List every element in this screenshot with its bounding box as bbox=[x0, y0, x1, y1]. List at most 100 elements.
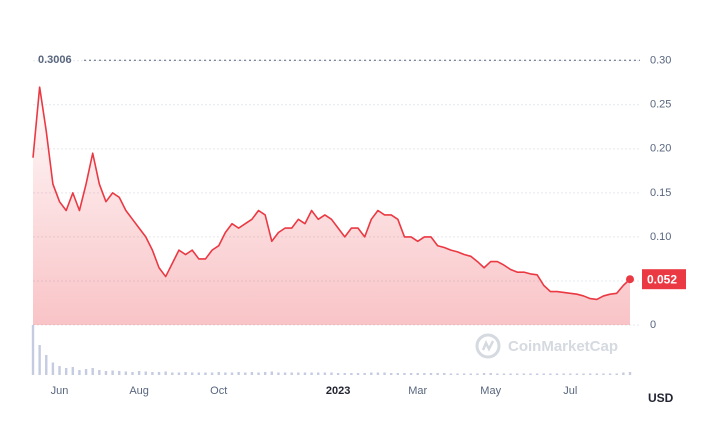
volume-bar bbox=[31, 325, 35, 375]
volume-bar bbox=[244, 372, 247, 375]
y-tick-label: 0 bbox=[650, 319, 656, 331]
volume-bar bbox=[58, 366, 61, 375]
volume-bar bbox=[575, 373, 579, 375]
watermark: CoinMarketCap bbox=[508, 338, 618, 355]
volume-bar bbox=[336, 373, 340, 375]
volume-bar bbox=[396, 373, 400, 375]
volume-bar bbox=[409, 373, 413, 375]
volume-bar bbox=[489, 373, 492, 375]
volume-bar bbox=[370, 372, 373, 375]
y-tick-label: 0.10 bbox=[650, 231, 671, 243]
volume-bar bbox=[376, 372, 380, 375]
volume-bar bbox=[210, 372, 214, 375]
volume-bar bbox=[303, 372, 307, 375]
volume-bar bbox=[217, 372, 220, 375]
volume-bar bbox=[496, 373, 499, 375]
volume-bar bbox=[111, 370, 114, 375]
volume-bar bbox=[45, 355, 48, 375]
volume-bar bbox=[443, 373, 446, 375]
volume-bar bbox=[124, 371, 128, 375]
x-tick-label: 2023 bbox=[326, 385, 350, 397]
volume-bar bbox=[191, 372, 194, 375]
volume-bar bbox=[317, 372, 320, 375]
area bbox=[33, 87, 630, 325]
volume-bar bbox=[383, 372, 386, 375]
volume-bar bbox=[250, 372, 254, 375]
x-tick-label: Oct bbox=[210, 385, 227, 397]
volume-bar bbox=[589, 373, 592, 375]
volume-bar bbox=[230, 372, 234, 375]
volume-bar bbox=[628, 372, 632, 375]
volume-bar bbox=[562, 373, 565, 375]
volume-bar bbox=[416, 373, 419, 375]
price-line bbox=[32, 86, 631, 301]
volume-bar bbox=[104, 371, 108, 375]
volume-bar bbox=[184, 372, 187, 375]
volume-bar bbox=[582, 373, 585, 375]
volume-bar bbox=[549, 373, 552, 375]
x-tick-label: Jul bbox=[563, 385, 577, 397]
volume-bar bbox=[449, 373, 453, 375]
volume-bar bbox=[390, 373, 393, 375]
x-tick-label: Aug bbox=[129, 385, 149, 397]
reference-label: 0.3006 bbox=[38, 54, 72, 66]
y-tick-label: 0.30 bbox=[650, 55, 671, 67]
volume-bar bbox=[78, 370, 81, 375]
volume-bar bbox=[297, 372, 300, 375]
volume-bar bbox=[462, 373, 466, 375]
volume-bar bbox=[144, 371, 147, 375]
volume-bar bbox=[263, 372, 267, 375]
volume-bar bbox=[516, 373, 519, 375]
volume-bar bbox=[343, 373, 346, 375]
volume-bar bbox=[137, 371, 141, 375]
x-tick-label: May bbox=[480, 385, 501, 397]
volume-bar bbox=[91, 368, 94, 375]
volume-bar bbox=[224, 372, 227, 375]
volume-bar bbox=[164, 371, 167, 375]
volume-bar bbox=[529, 373, 532, 375]
last-point bbox=[626, 275, 634, 284]
volume-bar bbox=[429, 373, 433, 375]
volume-bar bbox=[615, 373, 618, 375]
volume-bar bbox=[204, 372, 207, 375]
volume-bar bbox=[608, 373, 612, 375]
volume-bar bbox=[622, 372, 625, 375]
volume-bar bbox=[542, 373, 545, 375]
volume-bar bbox=[509, 373, 512, 375]
volume-bar bbox=[482, 373, 486, 375]
volume-bar bbox=[350, 373, 353, 375]
volume-bar bbox=[555, 373, 559, 375]
volume-bar bbox=[171, 372, 174, 375]
x-tick-label: Mar bbox=[408, 385, 427, 397]
volume-bar bbox=[118, 371, 121, 375]
price-tag bbox=[642, 269, 686, 290]
volume-bar bbox=[522, 373, 526, 375]
volume-bar bbox=[283, 372, 287, 375]
volume-bar bbox=[456, 373, 459, 375]
volume-bar bbox=[330, 372, 333, 375]
volume-bar bbox=[535, 373, 539, 375]
volume-bar bbox=[64, 368, 68, 375]
volume-bar bbox=[157, 372, 161, 375]
watermark-logo bbox=[475, 333, 501, 359]
volume-bar bbox=[310, 372, 313, 375]
volume-bar bbox=[323, 372, 327, 375]
volume-bar bbox=[51, 362, 55, 375]
y-tick-label: 0.20 bbox=[650, 143, 671, 155]
volume-bar bbox=[84, 369, 88, 375]
volume-bar bbox=[177, 372, 181, 375]
volume-bar bbox=[423, 373, 426, 375]
volume-bar bbox=[502, 373, 506, 375]
volume-bar bbox=[197, 372, 201, 375]
volume-bar bbox=[403, 373, 406, 375]
x-tick-label: Jun bbox=[51, 385, 69, 397]
volume-bar bbox=[257, 372, 260, 375]
currency-label: USD bbox=[648, 391, 674, 405]
volume-bar bbox=[98, 370, 101, 375]
volume-bar bbox=[277, 372, 280, 375]
volume-bar bbox=[602, 373, 605, 375]
price-tag-label: 0.052 bbox=[647, 272, 677, 286]
volume-bar bbox=[290, 372, 293, 375]
